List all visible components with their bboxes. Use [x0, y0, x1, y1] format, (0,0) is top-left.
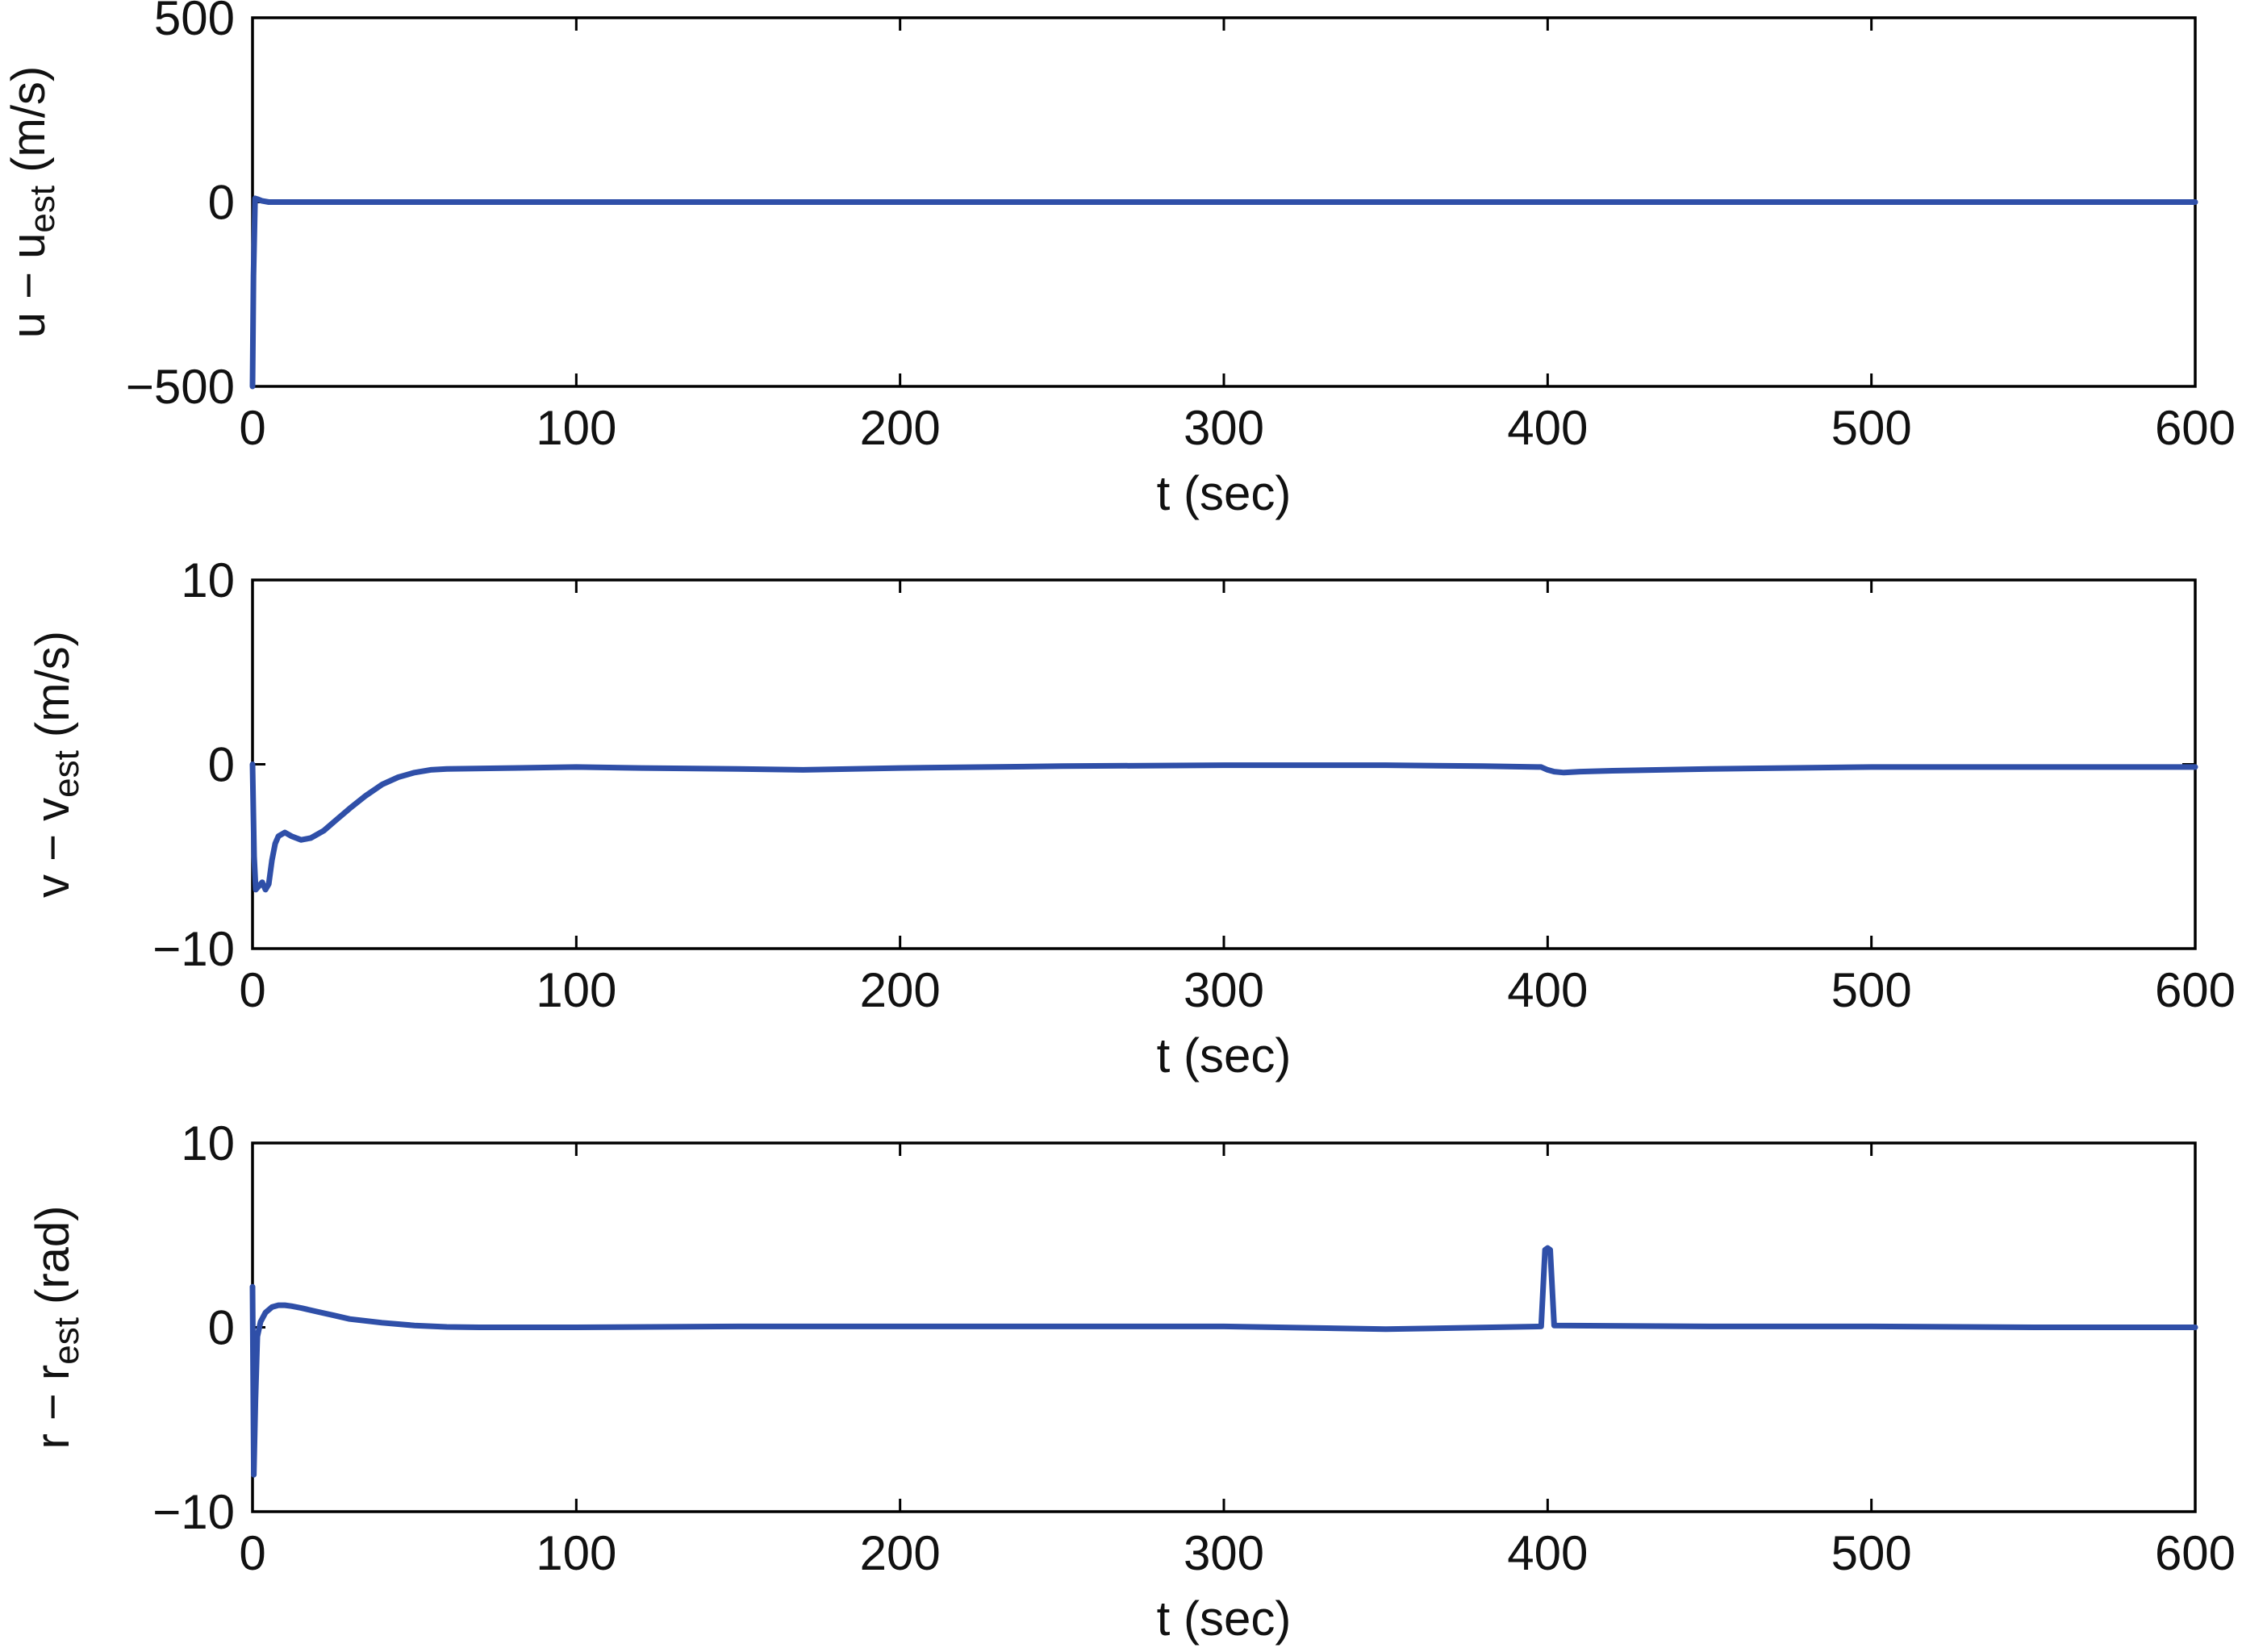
y-tick-label: 0 [208, 176, 235, 230]
x-tick-label: 100 [536, 963, 616, 1017]
x-tick-label: 600 [2155, 1526, 2236, 1580]
x-tick-label: 100 [536, 401, 616, 455]
x-tick-label: 300 [1184, 963, 1264, 1017]
series-line-r-error [249, 1245, 2198, 1478]
x-tick-label: 100 [536, 1526, 616, 1580]
x-tick-label: 500 [1831, 963, 1912, 1017]
x-tick-label: 0 [239, 401, 265, 455]
y-axis-label-subscript: est [23, 186, 62, 233]
x-tick-label: 500 [1831, 401, 1912, 455]
x-tick-label: 200 [860, 1526, 941, 1580]
y-tick-label: 10 [181, 1116, 235, 1170]
y-tick-label: −500 [126, 360, 235, 414]
x-tick-label: 500 [1831, 1526, 1912, 1580]
x-tick-label: 600 [2155, 963, 2236, 1017]
y-tick-label: 10 [181, 553, 235, 607]
series-line-u-error [249, 195, 2198, 390]
x-tick-label: 300 [1184, 401, 1264, 455]
x-tick-label: 400 [1507, 1526, 1588, 1580]
x-tick-label: 300 [1184, 1526, 1264, 1580]
x-tick-label: 200 [860, 963, 941, 1017]
y-axis-label: r − rest (rad) [27, 1205, 86, 1449]
y-tick-label: −10 [152, 1485, 235, 1539]
y-tick-label: −10 [152, 922, 235, 976]
y-axis-label-main: v − v [27, 798, 79, 898]
y-axis-label-subscript: est [47, 1317, 86, 1365]
y-axis-label: u − uest (m/s) [2, 66, 62, 339]
y-axis-label: v − vest (m/s) [27, 631, 86, 898]
y-axis-label-main: r − r [27, 1365, 79, 1450]
x-tick-label: 400 [1507, 401, 1588, 455]
x-axis-label: t (sec) [1157, 466, 1292, 520]
y-tick-label: 0 [208, 1301, 235, 1355]
x-axis-label: t (sec) [1157, 1028, 1292, 1083]
x-tick-label: 0 [239, 963, 265, 1017]
y-axis-label-subscript: est [47, 750, 86, 798]
y-axis-label-main: u − u [2, 233, 55, 339]
series-line-v-error [249, 761, 2198, 893]
y-axis-label-unit: (m/s) [27, 631, 79, 750]
x-tick-label: 200 [860, 401, 941, 455]
x-tick-label: 400 [1507, 963, 1588, 1017]
x-tick-label: 0 [239, 1526, 265, 1580]
y-axis-label-unit: (m/s) [2, 66, 55, 186]
x-axis-label: t (sec) [1157, 1592, 1292, 1646]
y-axis-label-unit: (rad) [27, 1205, 79, 1317]
y-tick-label: 0 [208, 738, 235, 792]
x-tick-label: 600 [2155, 401, 2236, 455]
y-tick-label: 500 [154, 0, 235, 45]
